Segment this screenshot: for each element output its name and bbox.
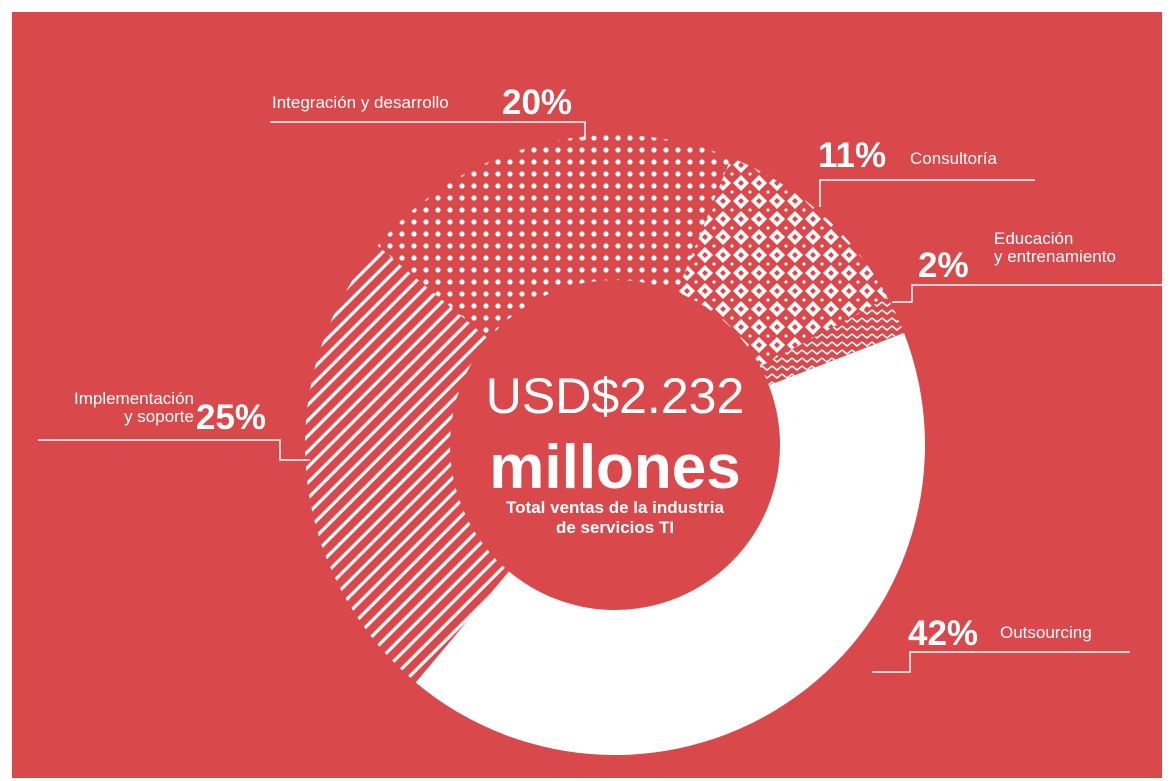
- donut-segment: [377, 134, 732, 339]
- center-unit: millones: [489, 433, 741, 502]
- leader-line: [38, 439, 310, 461]
- leader-line: [270, 121, 586, 140]
- leader-line: [892, 284, 1162, 303]
- category-label: Consultoría: [910, 149, 997, 168]
- donut-segment: [676, 157, 888, 367]
- category-label: Implementación y soporte: [73, 389, 194, 426]
- donut-segment: [760, 297, 905, 386]
- value-label: 42%: [908, 614, 979, 653]
- category-label: Outsourcing: [1000, 623, 1092, 642]
- leader-line: [819, 179, 1035, 207]
- value-label: 20%: [502, 83, 573, 122]
- center-title: USD$2.232: [485, 368, 745, 424]
- infographic: USD$2.232 millones Total ventas de la in…: [12, 12, 1162, 778]
- category-label: Integración y desarrollo: [272, 93, 449, 112]
- donut-segment: [415, 332, 925, 755]
- value-label: 11%: [818, 136, 887, 175]
- leader-line: [872, 651, 1130, 673]
- center-subtitle: Total ventas de la industria de servicio…: [506, 498, 724, 538]
- value-label: 25%: [196, 398, 267, 437]
- value-label: 2%: [918, 246, 969, 285]
- category-label: Educación y entrenamiento: [994, 229, 1116, 266]
- donut-segment: [305, 245, 509, 683]
- chart: [12, 12, 1162, 778]
